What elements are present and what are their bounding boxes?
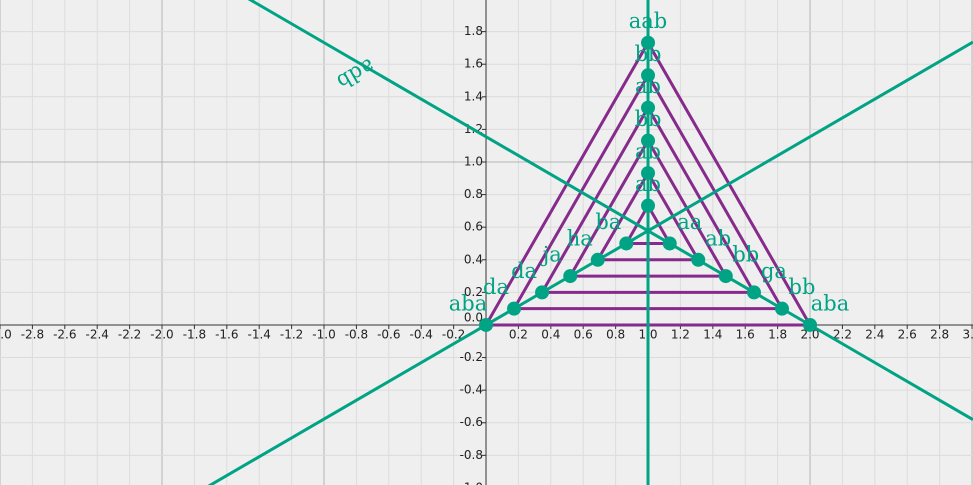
y-tick-label: -0.2 xyxy=(460,350,483,364)
y-tick-label: 1.4 xyxy=(464,89,483,103)
x-tick-label: 1.4 xyxy=(703,327,722,341)
x-tick-label: 2.4 xyxy=(865,327,884,341)
y-tick-label: 1.6 xyxy=(464,57,483,71)
x-tick-label: -1.6 xyxy=(215,327,238,341)
point-label: ga xyxy=(761,259,787,283)
y-tick-label: -0.4 xyxy=(460,383,483,397)
x-tick-label: -1.0 xyxy=(312,327,335,341)
point-label: bb xyxy=(635,107,662,131)
y-tick-label: -0.6 xyxy=(460,415,483,429)
y-tick-label: 0.2 xyxy=(464,285,483,299)
y-tick-label: 0.4 xyxy=(464,252,483,266)
point xyxy=(662,236,677,251)
point xyxy=(535,285,550,300)
point xyxy=(641,68,656,83)
x-tick-label: 0.6 xyxy=(574,327,593,341)
point xyxy=(746,285,761,300)
point xyxy=(619,236,634,251)
point xyxy=(803,317,818,332)
point-label: da xyxy=(483,275,509,299)
point-label: aba xyxy=(449,291,487,315)
point-label: aab xyxy=(629,9,667,33)
point xyxy=(641,166,656,181)
x-tick-label: -0.8 xyxy=(345,327,368,341)
x-tick-label: -0.4 xyxy=(410,327,433,341)
x-tick-label: -0.6 xyxy=(377,327,400,341)
y-tick-label: 0.8 xyxy=(464,187,483,201)
point xyxy=(641,35,656,50)
x-tick-label: 1.6 xyxy=(736,327,755,341)
point xyxy=(479,317,494,332)
y-tick-label: 0.0 xyxy=(464,310,483,324)
point-label: ha xyxy=(567,226,593,250)
y-tick-label: 1.0 xyxy=(464,154,483,168)
x-tick-label: 1.2 xyxy=(671,327,690,341)
x-tick-label: -2.2 xyxy=(118,327,141,341)
x-tick-label: 3.0 xyxy=(962,327,973,341)
point-label: bb xyxy=(635,42,662,66)
y-tick-label: -0.8 xyxy=(460,448,483,462)
point-label: bb xyxy=(789,275,816,299)
point xyxy=(641,133,656,148)
point-label: aba xyxy=(811,291,849,315)
x-tick-label: 2.6 xyxy=(898,327,917,341)
x-tick-label: 2.2 xyxy=(833,327,852,341)
x-tick-label: -2.8 xyxy=(21,327,44,341)
point xyxy=(507,301,522,316)
point xyxy=(590,252,605,267)
x-tick-label: 1.8 xyxy=(768,327,787,341)
point-label: bb xyxy=(732,243,759,267)
x-tick-label: -1.4 xyxy=(247,327,270,341)
y-tick-label: 1.8 xyxy=(464,24,483,38)
point-label: da xyxy=(511,259,537,283)
point-label: ja xyxy=(540,243,562,267)
x-tick-label: -2.0 xyxy=(150,327,173,341)
x-tick-label: 0.2 xyxy=(509,327,528,341)
x-tick-label: 0.4 xyxy=(541,327,560,341)
point-label: ab xyxy=(635,74,661,98)
point xyxy=(691,252,706,267)
x-tick-label: -3.0 xyxy=(0,327,12,341)
point-label: ba xyxy=(595,210,621,234)
point xyxy=(641,198,656,213)
point xyxy=(718,269,733,284)
point-label: ab xyxy=(705,226,731,250)
point xyxy=(563,269,578,284)
x-tick-label: 0.8 xyxy=(606,327,625,341)
x-tick-label: -0.2 xyxy=(442,327,465,341)
x-tick-label: -1.2 xyxy=(280,327,303,341)
point xyxy=(774,301,789,316)
point-label: aa xyxy=(677,210,702,234)
x-tick-label: 2.0 xyxy=(800,327,819,341)
point xyxy=(641,100,656,115)
y-tick-label: 0.6 xyxy=(464,220,483,234)
x-tick-label: -1.8 xyxy=(183,327,206,341)
y-tick-label: -1.0 xyxy=(460,480,483,485)
x-tick-label: -2.4 xyxy=(85,327,108,341)
x-tick-label: 2.8 xyxy=(930,327,949,341)
point-label: ab xyxy=(635,140,661,164)
x-tick-label: -2.6 xyxy=(53,327,76,341)
point-label: ab xyxy=(635,172,661,196)
